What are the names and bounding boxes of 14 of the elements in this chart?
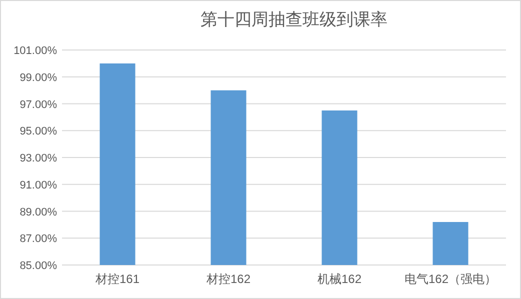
x-tick-label: 电气162（强电） [404,272,497,286]
y-tick-label: 87.00% [20,233,58,246]
x-tick-label: 材控161 [94,272,140,286]
x-tick-label: 材控162 [205,272,251,286]
y-tick-label: 85.00% [20,260,58,272]
y-tick-label: 95.00% [20,126,58,138]
y-tick-label: 89.00% [20,206,58,218]
y-tick-label: 93.00% [20,152,58,164]
y-tick-label: 101.00% [14,45,58,57]
y-tick-label: 97.00% [20,98,58,111]
chart-title: 第十四周抽查班级到课率 [200,10,388,29]
y-tick-label: 99.00% [20,72,58,84]
y-tick-label: 91.00% [20,179,58,192]
x-tick-label: 机械162 [317,272,362,286]
